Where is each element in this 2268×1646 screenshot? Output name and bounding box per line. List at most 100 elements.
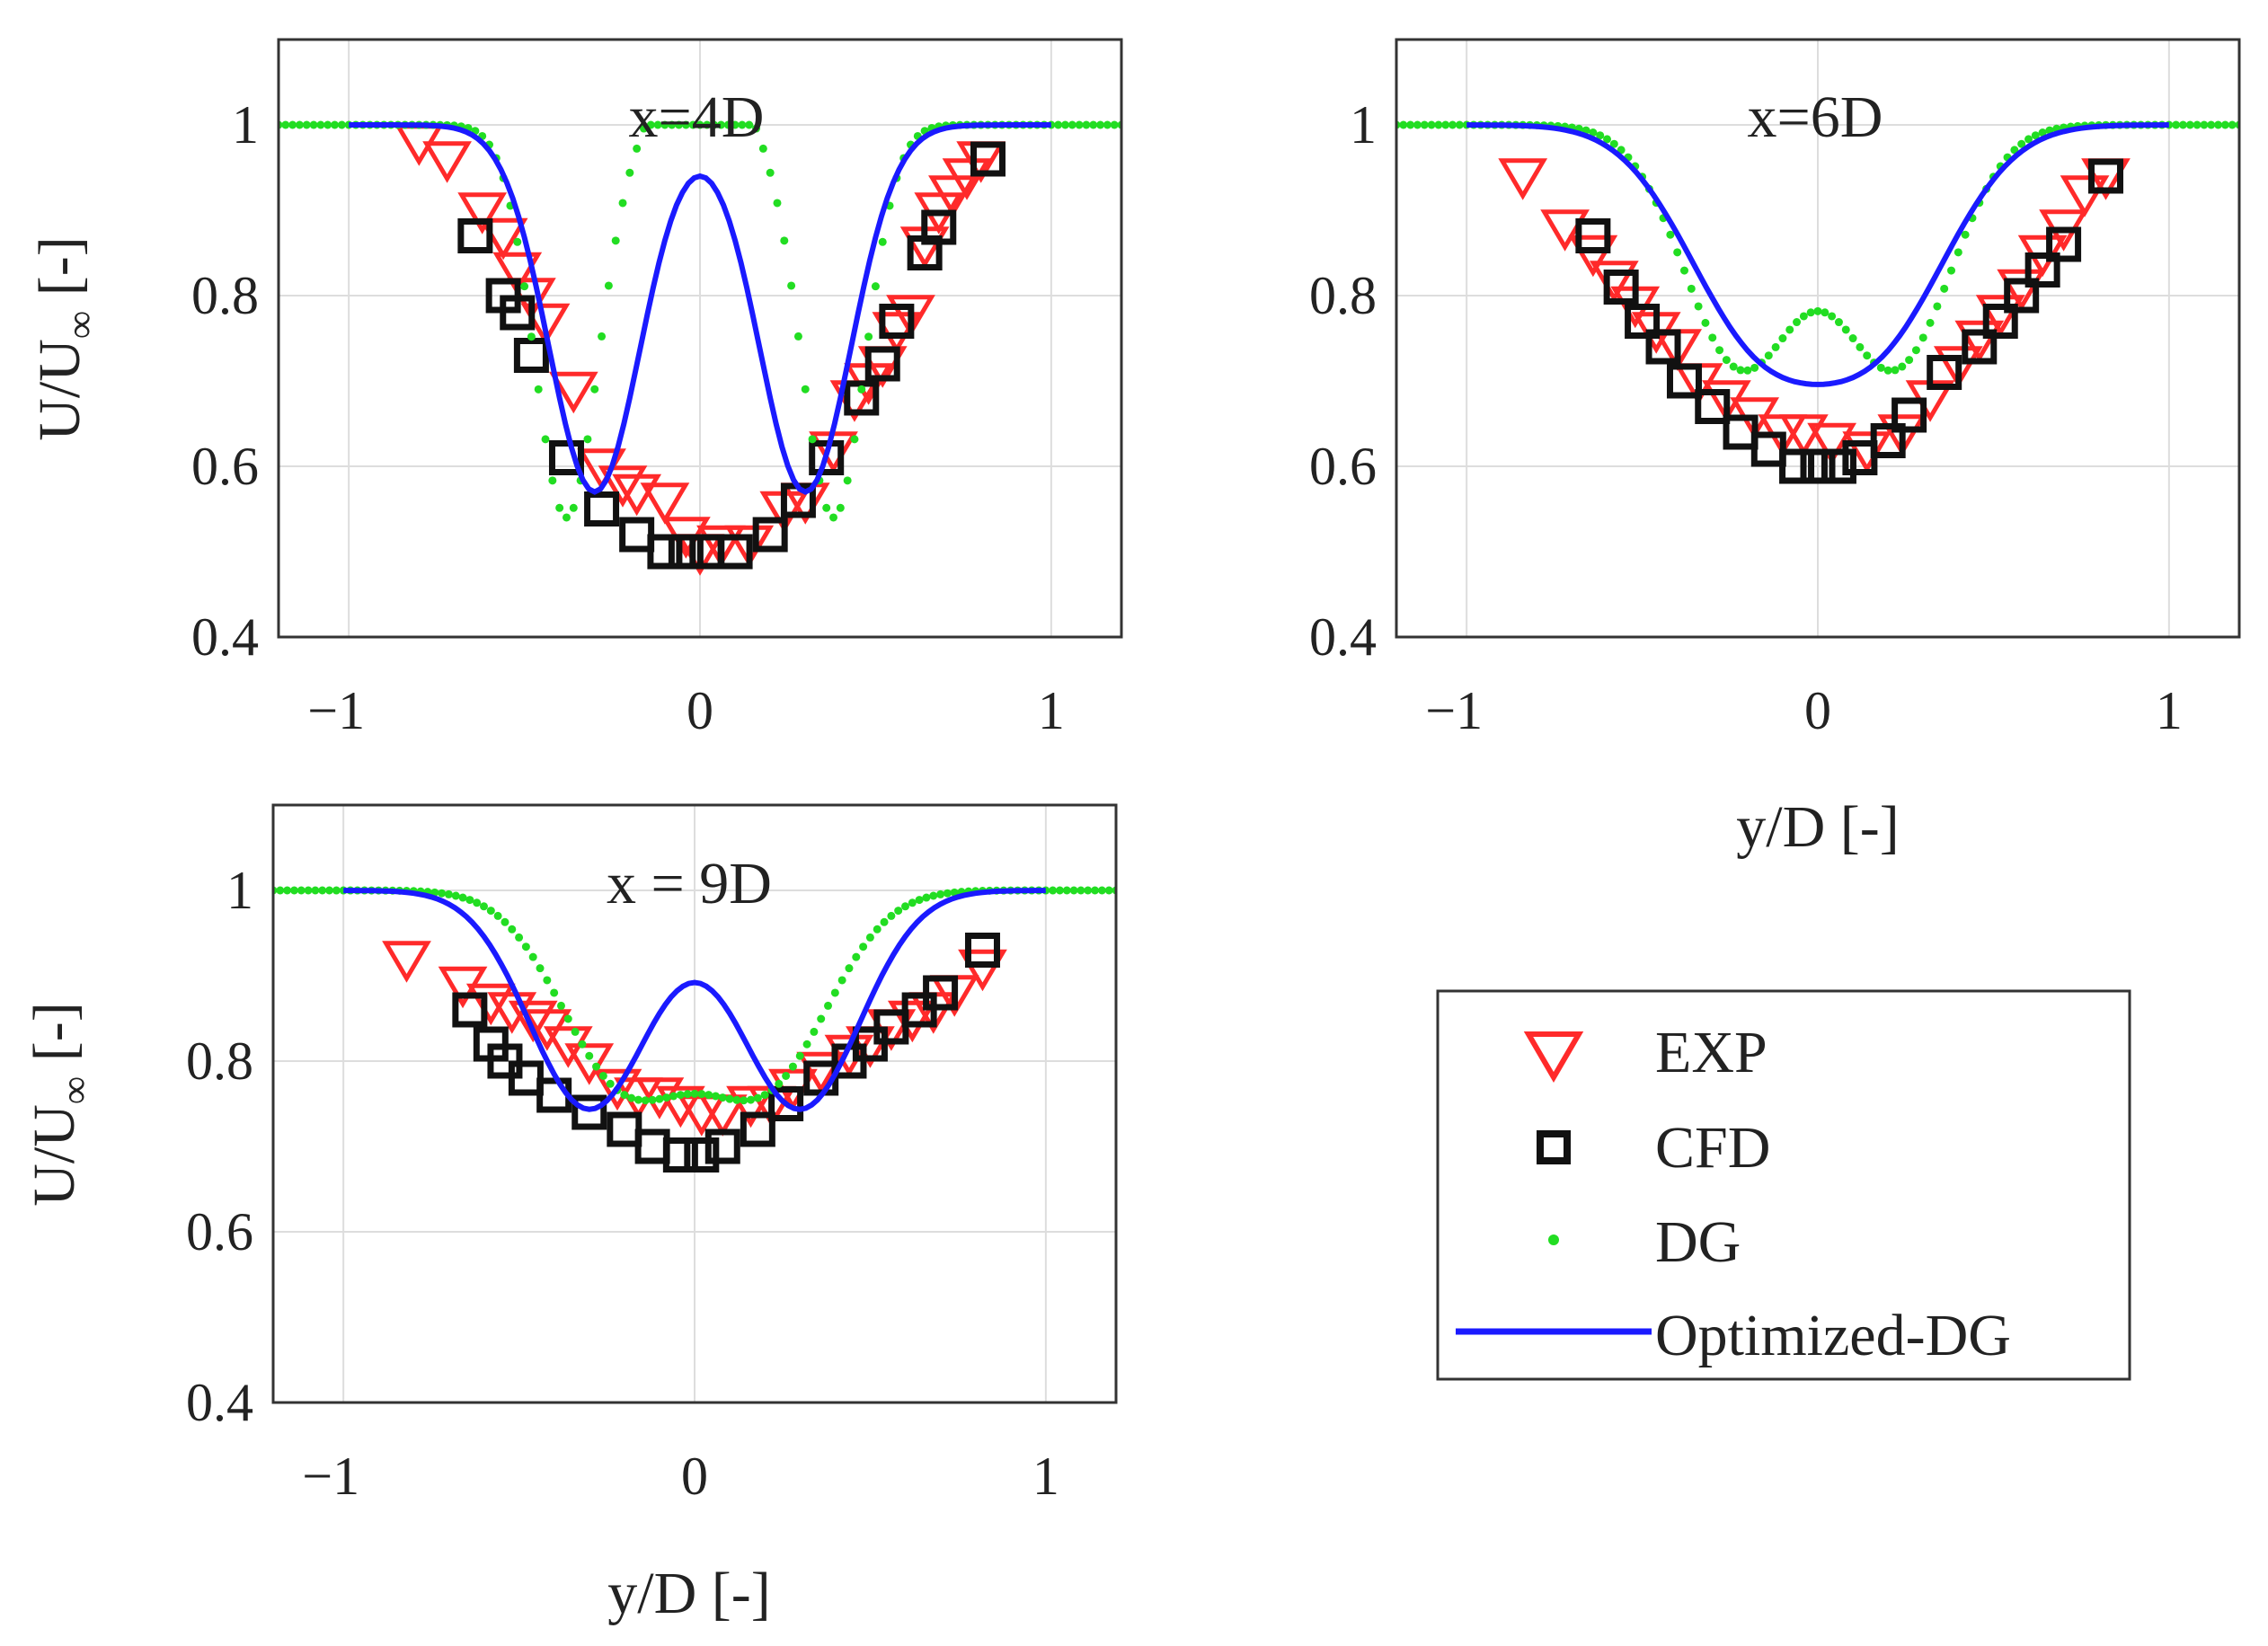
panel-x4d-dg-point (681, 120, 690, 129)
panel-x4d-cfd-point (864, 346, 900, 382)
panel-x9d-y-tick-labels: 0.4 0.6 0.8 1 (186, 861, 253, 1432)
panel-x6d-cfd-point (1870, 423, 1906, 458)
panel-x9d-dg-point (859, 942, 868, 951)
panel-x6d-dg-point (1722, 356, 1731, 365)
panel-x4d-dg-point (716, 120, 725, 129)
panel-x6d-dg-point (1406, 120, 1415, 129)
panel-x9d-dg-point (824, 1001, 833, 1010)
panel-x6d-dg-point (2024, 135, 2033, 144)
legend-opt-label: Optimized-DG (1655, 1303, 2011, 1368)
panel-x6d-cfd-point (2087, 158, 2123, 194)
panel-x6d-dg-point (1449, 120, 1457, 129)
panel-x4d-dg-point (302, 120, 311, 129)
panel-x6d-dg-point (1764, 351, 1773, 360)
panel-x6d-x-tick-label: 0 (1804, 681, 1831, 740)
panel-x9d-dg-point (585, 1051, 594, 1060)
panel-x9d-dg-point (276, 886, 285, 895)
panel-x6d-cfd-point (1962, 329, 1998, 365)
panel-x9d-dg-point (543, 976, 552, 985)
panel-x9d-dg-point (430, 888, 439, 897)
panel-x9d-dg-point (550, 988, 559, 997)
panel-x9d-cfd-point (740, 1111, 775, 1147)
panel-x9d-y-axis-label-sub: ∞ (53, 1076, 97, 1104)
panel-x6d-x-axis-label: y/D [-] (1736, 794, 1899, 860)
panel-x6d-dg-point (1701, 318, 1710, 327)
panel-x4d-dg-point (773, 199, 782, 208)
panel-x4d-cfd-point (970, 141, 1006, 177)
panel-x4d-dg-point (555, 503, 564, 512)
panel-x9d-y-axis-label-unit: [-] (22, 1002, 87, 1075)
panel-x9d-dg-point (740, 1096, 749, 1105)
panel-x4d-dg-point (646, 120, 655, 129)
panel-x9d-exp-point (382, 941, 431, 983)
panel-x6d-x-tick-labels: −1 0 1 (1425, 681, 2183, 740)
panel-x4d-dg-point (583, 435, 592, 444)
panel-x4d-dg-point (878, 237, 887, 246)
panel-x9d-dg-point (311, 886, 320, 895)
panel-x6d-dg-point (1679, 266, 1688, 275)
panel-x4d-dg-point (548, 476, 557, 485)
panel-x9d-dg-point (444, 889, 453, 898)
panel-x6d-exp-point (1498, 158, 1548, 200)
panel-x6d-plot-area (1396, 120, 2239, 484)
panel-x4d-dg-point (850, 435, 859, 444)
panel-x6d-dg-point (1750, 363, 1759, 372)
legend-cfd-marker (1537, 1130, 1571, 1164)
panel-x6d-dg-point (2207, 120, 2216, 129)
panel-x9d-dg-point (1062, 886, 1071, 895)
panel-x9d-x-tick-label: 1 (1032, 1447, 1059, 1506)
panel-x6d-x-tick-label: 1 (2156, 681, 2183, 740)
panel-x4d-dg-point (1060, 120, 1069, 129)
panel-x4d-cfd-point (513, 338, 549, 373)
panel-x9d-dg-point (683, 1090, 692, 1099)
panel-x4d-dg-point (295, 120, 304, 129)
panel-x6d-dg-point (1729, 362, 1738, 371)
panel-x4d-dg-point (1103, 120, 1112, 129)
panel-x6d-exp-point (2060, 175, 2110, 217)
panel-x4d-dg-point (675, 120, 684, 129)
panel-x4d-dg-point (1110, 120, 1119, 129)
panel-x6d-cfd-point (1695, 389, 1731, 424)
panel-x4d-dg-point (598, 332, 607, 341)
panel-x6d-dg-point (1806, 308, 1815, 317)
panel-x9d-dg-point (304, 886, 313, 895)
panel-x4d-exp-point (548, 371, 598, 414)
panel-x4d-cfd-point (668, 534, 704, 570)
panel-x9d-exp-point (508, 1000, 558, 1043)
panel-x9d-dg-point (480, 902, 488, 911)
panel-x9d-dg-point (536, 964, 545, 973)
panel-x6d-dg-point (1603, 135, 1611, 144)
panel-x9d-dg-point (837, 976, 846, 985)
panel-x9d-dg-point (578, 1040, 587, 1049)
panel-x9d-dg-point (894, 907, 903, 916)
panel-x4d-exp-point (457, 192, 508, 235)
panel-x9d-dg-point (718, 1093, 727, 1102)
panel-x9d-x-tick-label: −1 (302, 1447, 359, 1506)
panel-x4d-exp-point (724, 525, 775, 568)
panel-x9d-dg-point (318, 886, 327, 895)
panel-x9d-exp-point (564, 1043, 615, 1085)
panel-x6d-dg-point (1778, 334, 1787, 343)
panel-x9d-dg-point (845, 964, 854, 973)
panel-x6d-dg-point (1785, 325, 1794, 334)
panel-x6d-dg-point (1399, 120, 1408, 129)
panel-x9d-dg-point (598, 1071, 607, 1080)
panel-x9d-y-axis-label: U/U∞ [-] (22, 1002, 97, 1206)
panel-x6d-dg-point (1898, 362, 1907, 371)
panel-x4d-dg-point (611, 236, 620, 245)
panel-x6d-y-tick-labels: 0.4 0.6 0.8 1 (1309, 95, 1377, 667)
panel-x6d-dg-point (1947, 266, 1956, 275)
panel-x6d-cfd-point (1575, 218, 1611, 253)
panel-x9d-y-tick-label: 0.4 (186, 1373, 253, 1432)
panel-x9d-dg-point (332, 886, 341, 895)
panel-x9d-dg-point (493, 911, 502, 920)
panel-x9d-y-tick-label: 0.8 (186, 1031, 253, 1091)
panel-x4d-dg-point (604, 281, 613, 290)
panel-x9d-exp-point (465, 983, 516, 1026)
panel-x6d-exp-point (1933, 346, 1983, 388)
panel-x9d-x-axis-label: y/D [-] (607, 1561, 770, 1626)
panel-x6d-dg-point (1940, 284, 1949, 293)
panel-x4d-cfd-point (457, 218, 493, 253)
panel-x4d-dg-point (527, 332, 536, 341)
